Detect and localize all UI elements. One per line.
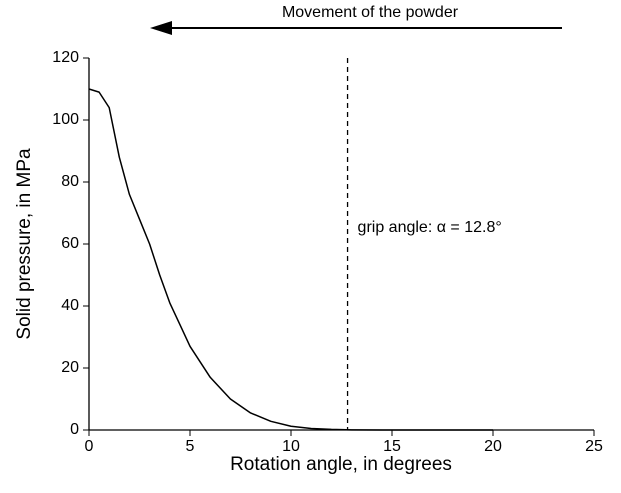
annotation: Movement of the powder <box>282 4 459 21</box>
y-tick-label: 40 <box>61 297 79 314</box>
x-tick-label: 10 <box>282 438 300 455</box>
x-tick-label: 15 <box>383 438 401 455</box>
x-axis-label: Rotation angle, in degrees <box>230 454 452 475</box>
x-tick-label: 20 <box>484 438 502 455</box>
line <box>88 88 493 431</box>
y-axis-label: Solid pressure, in MPa <box>14 148 35 340</box>
x-tick-label: 5 <box>186 438 195 455</box>
arrow-head <box>150 21 172 35</box>
x-tick-label: 0 <box>85 438 94 455</box>
y-tick-label: 80 <box>61 173 79 190</box>
y-tick-label: 120 <box>52 49 79 66</box>
annotation: grip angle: α = 12.8° <box>358 219 502 236</box>
y-tick-label: 100 <box>52 111 79 128</box>
x-tick-label: 25 <box>585 438 603 455</box>
y-tick-label: 60 <box>61 235 79 252</box>
y-tick-label: 20 <box>61 359 79 376</box>
y-tick-label: 0 <box>70 421 79 438</box>
